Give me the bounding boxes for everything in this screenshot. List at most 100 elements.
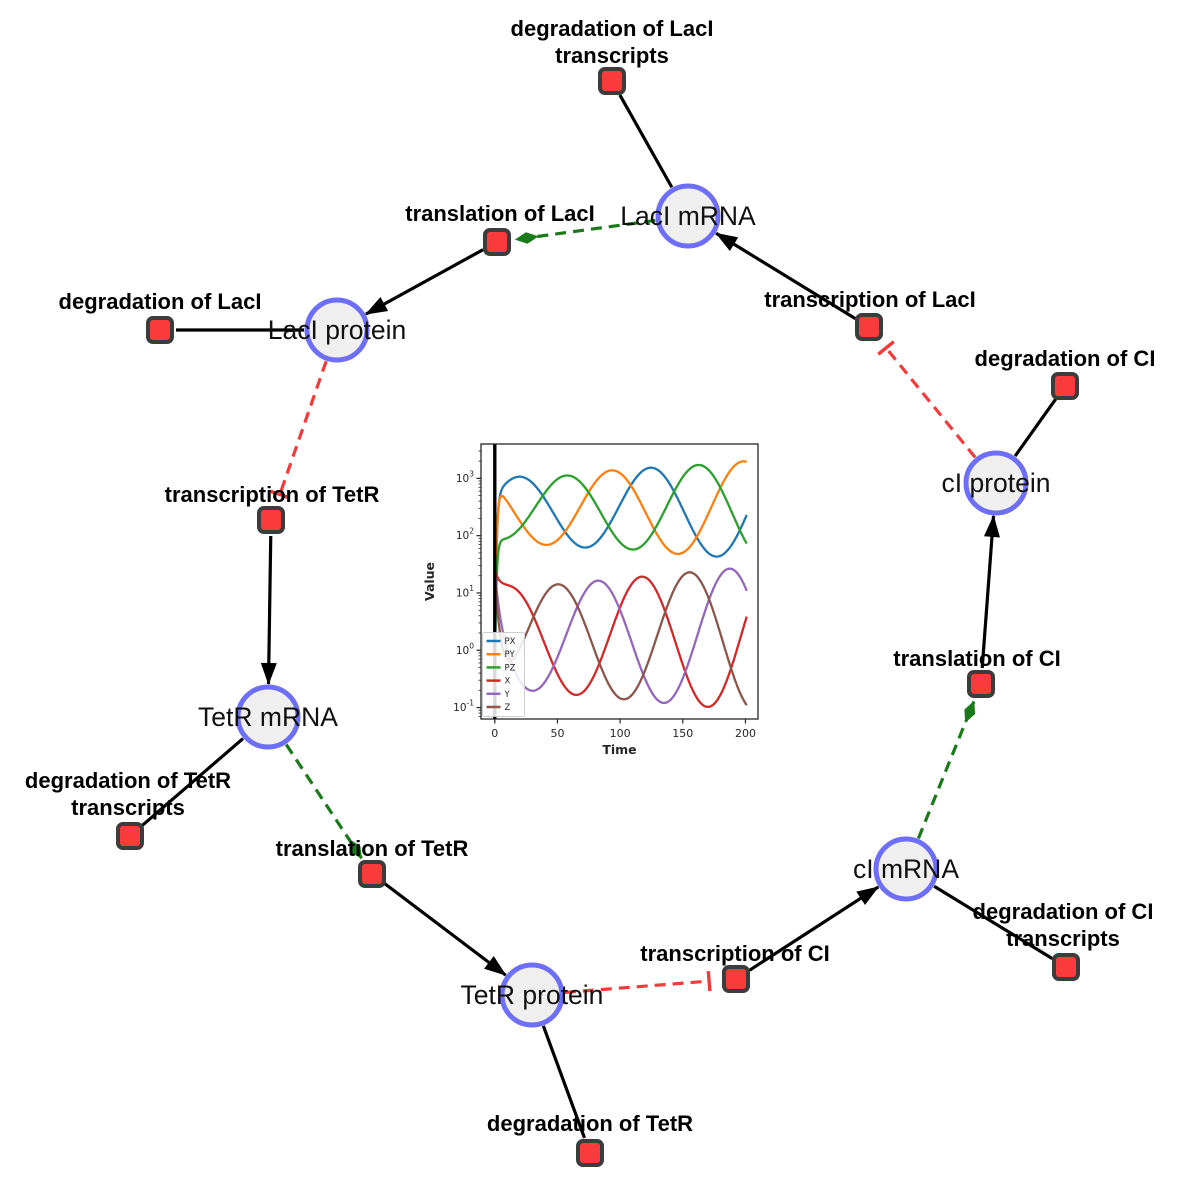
- edge-inhibition-tetr-protein-to-txn-ci: [564, 971, 712, 995]
- edge-consumption-ci-mrna-to-deg-ci-transcripts: [933, 884, 1054, 961]
- x-tick-label-100: 100: [610, 727, 631, 740]
- edge-production-txn-ci-to-ci-mrna: [748, 885, 880, 972]
- edge-production-txn-tetr-to-tetr-mrna: [260, 535, 277, 686]
- reaction-label-deg-ci-transcripts: degradation of CI transcripts: [973, 899, 1154, 951]
- reaction-node-deg-laci[interactable]: [146, 316, 174, 344]
- reaction-node-tln-tetr[interactable]: [358, 860, 386, 888]
- reaction-label-deg-ci: degradation of CI: [975, 346, 1156, 371]
- edge-consumption-ci-protein-to-deg-ci: [1013, 398, 1058, 458]
- species-node-ci-mrna[interactable]: [873, 836, 939, 902]
- chart-y-axis-label: Value: [422, 562, 437, 601]
- edges-layer: [141, 94, 1058, 1139]
- reaction-node-deg-ci-transcripts[interactable]: [1052, 953, 1080, 981]
- species-label-laci-mrna: LacI mRNA: [620, 201, 756, 231]
- species-label-ci-mrna: cI mRNA: [853, 854, 959, 884]
- y-tick-label-1e3: 103: [456, 469, 474, 485]
- reaction-label-line: degradation of TetR: [487, 1111, 693, 1136]
- reaction-label-line: degradation of CI: [975, 346, 1156, 371]
- reaction-node-tln-ci[interactable]: [967, 670, 995, 698]
- x-tick-label-150: 150: [672, 727, 693, 740]
- reaction-node-deg-ci[interactable]: [1051, 372, 1079, 400]
- chart-series-Z-line: [493, 570, 748, 706]
- species-node-laci-protein[interactable]: [304, 297, 370, 363]
- y-tick-label-1e0: 100: [456, 641, 474, 657]
- reaction-label-txn-laci: transcription of LacI: [764, 287, 975, 312]
- reaction-label-line: transcripts: [555, 43, 669, 68]
- chart-frame: [480, 443, 759, 720]
- reaction-label-line: degradation of LacI: [511, 16, 714, 41]
- legend-label-PZ: PZ: [505, 663, 516, 673]
- reaction-label-txn-tetr: transcription of TetR: [165, 482, 380, 507]
- reaction-label-line: degradation of TetR: [25, 768, 231, 793]
- chart-legend: PX PY PZ XYZ: [482, 632, 525, 717]
- reaction-label-line: translation of LacI: [405, 201, 594, 226]
- reaction-label-line: transcription of TetR: [165, 482, 380, 507]
- chart-series-PX-line: [493, 466, 748, 681]
- reaction-node-deg-laci-transcripts[interactable]: [598, 67, 626, 95]
- reaction-label-deg-tetr: degradation of TetR: [487, 1111, 693, 1136]
- reaction-node-deg-tetr[interactable]: [576, 1139, 604, 1167]
- reaction-label-line: transcripts: [71, 795, 185, 820]
- edge-production-tln-ci-to-ci-protein: [980, 514, 1000, 669]
- reaction-label-line: degradation of CI: [973, 899, 1154, 924]
- y-tick-exponent: 2: [469, 527, 474, 536]
- edge-consumption-laci-mrna-to-deg-laci-transcripts: [618, 94, 674, 189]
- chart-background: [481, 444, 758, 719]
- reaction-node-txn-laci[interactable]: [855, 313, 883, 341]
- reaction-node-txn-ci[interactable]: [722, 965, 750, 993]
- reaction-label-deg-laci-transcripts: degradation of LacI transcripts: [511, 16, 714, 68]
- species-node-laci-mrna[interactable]: [655, 183, 721, 249]
- reaction-label-deg-laci: degradation of LacI: [59, 289, 262, 314]
- x-tick-label-50: 50: [550, 727, 564, 740]
- reaction-label-deg-tetr-transcripts: degradation of TetR transcripts: [25, 768, 231, 820]
- y-tick-exponent: 3: [469, 469, 474, 478]
- edge-inhibition-laci-protein-to-txn-tetr: [269, 360, 328, 500]
- edge-consumption-tetr-protein-to-deg-tetr: [541, 1025, 586, 1139]
- reaction-node-deg-tetr-transcripts[interactable]: [116, 822, 144, 850]
- reaction-label-line: transcription of LacI: [764, 287, 975, 312]
- chart-series-Y-line: [493, 567, 748, 705]
- reaction-label-tln-laci: translation of LacI: [405, 201, 594, 226]
- chart-x-axis-label: Time: [602, 742, 636, 757]
- reaction-label-line: translation of CI: [893, 646, 1060, 671]
- reaction-label-line: degradation of LacI: [59, 289, 262, 314]
- legend-label-PY: PY: [505, 650, 516, 660]
- chart-curves: [493, 444, 748, 719]
- y-tick-exponent: 0: [469, 641, 474, 650]
- y-tick-exponent: -1: [467, 699, 475, 708]
- species-node-ci-protein[interactable]: [963, 450, 1029, 516]
- labels-layer: degradation of LacI transcriptstranslatio…: [25, 16, 1156, 1136]
- edge-modifier-tetr-mrna-to-tln-tetr: [284, 743, 363, 860]
- species-label-tetr-protein: TetR protein: [461, 980, 604, 1010]
- reaction-node-txn-tetr[interactable]: [257, 506, 285, 534]
- y-tick-label-1e2: 102: [456, 527, 474, 543]
- edge-modifier-laci-mrna-to-tln-laci: [514, 218, 656, 244]
- chart-series-PY-line: [493, 460, 748, 681]
- y-tick-label-1e1: 101: [456, 584, 474, 600]
- y-tick-exponent: 1: [469, 584, 474, 593]
- legend-label-Z: Z: [505, 703, 511, 713]
- reaction-label-txn-ci: transcription of CI: [640, 941, 829, 966]
- reaction-label-tln-ci: translation of CI: [893, 646, 1060, 671]
- legend-label-PX: PX: [505, 637, 516, 647]
- reaction-label-line: transcripts: [1006, 926, 1120, 951]
- legend-label-X: X: [505, 677, 511, 687]
- edge-production-txn-laci-to-laci-mrna: [715, 231, 857, 320]
- legend-label-Y: Y: [504, 690, 511, 700]
- species-label-laci-protein: LacI protein: [268, 315, 406, 345]
- y-tick-label-1e-1: 10-1: [453, 699, 474, 715]
- species-label-ci-protein: cI protein: [941, 468, 1050, 498]
- reaction-node-tln-laci[interactable]: [483, 228, 511, 256]
- inset-chart: 0 50 100 150 20010-1100101102103TimeValuePXP…: [422, 443, 759, 757]
- species-node-tetr-mrna[interactable]: [235, 684, 301, 750]
- x-tick-label-0: 0: [491, 727, 498, 740]
- reaction-label-line: transcription of CI: [640, 941, 829, 966]
- nodes-layer: [116, 67, 1080, 1167]
- edge-modifier-ci-mrna-to-tln-ci: [916, 700, 976, 840]
- chart-series-PZ-line: [493, 463, 748, 681]
- reaction-label-tln-tetr: translation of TetR: [276, 836, 469, 861]
- species-node-tetr-protein[interactable]: [499, 962, 565, 1028]
- edge-inhibition-ci-protein-to-txn-laci: [877, 340, 977, 459]
